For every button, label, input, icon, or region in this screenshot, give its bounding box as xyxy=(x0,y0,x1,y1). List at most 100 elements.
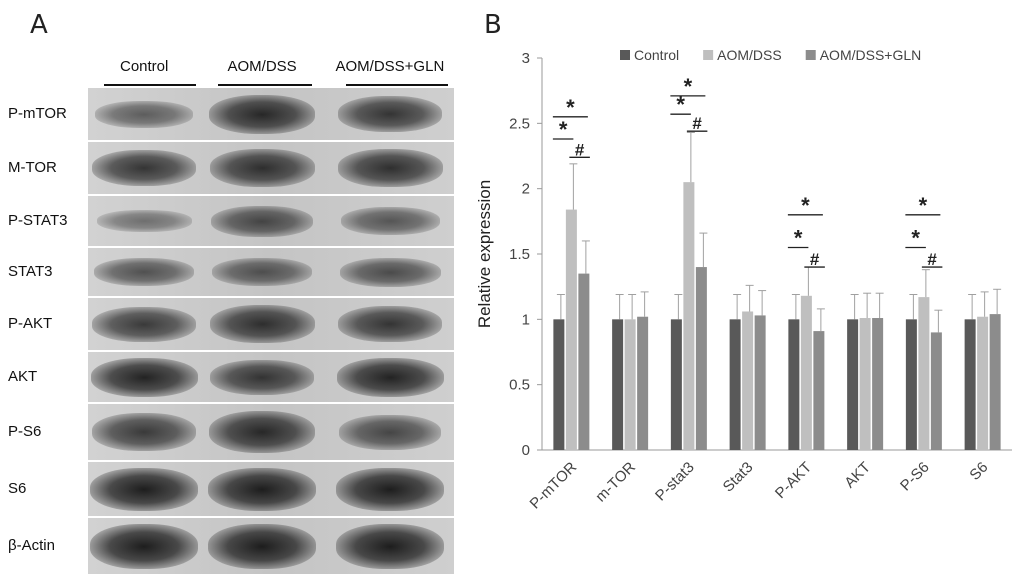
blot-strip xyxy=(88,88,454,140)
blot-band xyxy=(96,210,192,232)
blot-column-underline xyxy=(346,84,448,86)
significance-marker: * xyxy=(794,225,803,250)
blot-strip xyxy=(88,352,454,402)
significance-marker: * xyxy=(676,92,685,117)
significance-marker: * xyxy=(566,95,575,120)
bar xyxy=(695,267,707,450)
blot-row-label: STAT3 xyxy=(8,263,53,280)
bar xyxy=(553,319,565,450)
bar xyxy=(788,319,800,450)
blot-row-label: β-Actin xyxy=(8,537,55,554)
significance-marker: * xyxy=(559,117,568,142)
y-tick-label: 0 xyxy=(522,442,530,459)
blot-strip xyxy=(88,462,454,516)
bar xyxy=(905,319,917,450)
blot-band xyxy=(336,357,444,397)
bar xyxy=(918,297,930,450)
blot-band xyxy=(209,305,315,343)
significance-marker: * xyxy=(684,74,693,99)
blot-band xyxy=(210,359,314,395)
blot-band xyxy=(208,467,316,511)
blot-band xyxy=(92,413,196,451)
blot-band xyxy=(94,258,194,286)
blot-band xyxy=(336,467,444,511)
bar xyxy=(977,316,989,450)
panel-b-letter: B xyxy=(484,10,502,40)
x-tick-label: P-AKT xyxy=(772,459,815,502)
x-tick-label: Stat3 xyxy=(720,459,757,496)
blot-strip xyxy=(88,298,454,350)
blot-strip xyxy=(88,248,454,296)
blot-band xyxy=(338,96,442,132)
blot-band xyxy=(340,207,440,235)
bar xyxy=(637,316,649,450)
blot-row-label: P-S6 xyxy=(8,423,42,440)
bar xyxy=(872,318,884,450)
blot-strip xyxy=(88,142,454,194)
x-tick-label: P-mTOR xyxy=(527,459,581,513)
bar xyxy=(612,319,624,450)
bar xyxy=(847,319,859,450)
bar xyxy=(800,295,812,450)
bar xyxy=(578,273,590,450)
blot-band xyxy=(339,414,441,450)
blot-band xyxy=(339,257,441,287)
significance-marker: # xyxy=(692,114,702,133)
bar-chart: 0 0.5 1 1.5 2 2.5 3 Relative expression Control A… xyxy=(475,47,1012,513)
significance-marker: * xyxy=(911,225,920,250)
bar xyxy=(964,319,976,450)
blot-band xyxy=(92,306,196,342)
blot-row-label: P-AKT xyxy=(8,315,53,332)
significance-marker: * xyxy=(919,193,928,218)
bar xyxy=(624,319,636,450)
blot-row-label: P-STAT3 xyxy=(8,212,68,229)
blot-band xyxy=(209,149,315,187)
blot-column-header: AOM/DSS+GLN xyxy=(335,58,445,75)
bar xyxy=(683,182,695,450)
blot-band xyxy=(336,523,444,569)
blot-strip xyxy=(88,196,454,246)
blot-column-header: AOM/DSS xyxy=(227,58,297,75)
bar xyxy=(930,332,942,450)
blot-band xyxy=(208,523,316,569)
bar xyxy=(729,319,741,450)
y-tick-label: 2 xyxy=(522,181,530,198)
blot-column-underline xyxy=(218,84,312,86)
blot-band xyxy=(92,150,196,186)
blot-column-underline xyxy=(104,84,196,86)
significance-marker: # xyxy=(575,140,585,159)
blot-band xyxy=(338,306,442,342)
bar xyxy=(813,331,825,450)
blot-row-label: AKT xyxy=(8,368,38,385)
y-tick-label: 1 xyxy=(522,311,530,328)
bar xyxy=(989,314,1001,450)
significance-marker: # xyxy=(810,250,820,269)
blot-strip xyxy=(88,518,454,574)
bar xyxy=(754,315,766,450)
blot-column-header: Control xyxy=(120,58,169,75)
x-tick-label: S6 xyxy=(966,459,991,484)
bar xyxy=(670,319,682,450)
legend-swatch xyxy=(703,50,714,60)
blot-row-label: M-TOR xyxy=(8,159,57,176)
legend-swatch xyxy=(805,50,816,60)
y-axis-label: Relative expression xyxy=(475,180,494,328)
blot-band xyxy=(209,411,315,453)
bar xyxy=(565,209,577,450)
bar xyxy=(859,318,871,450)
blot-row-label: P-mTOR xyxy=(8,105,67,122)
y-tick-label: 2.5 xyxy=(509,115,530,132)
blot-band xyxy=(90,523,198,569)
x-tick-label: m-TOR xyxy=(592,459,639,506)
y-tick-label: 3 xyxy=(522,50,530,67)
bar xyxy=(742,311,754,450)
legend-label: AOM/DSS+GLN xyxy=(820,47,922,63)
blot-band xyxy=(211,205,313,237)
significance-marker: * xyxy=(801,193,810,218)
y-tick-label: 0.5 xyxy=(509,377,530,394)
blot-band xyxy=(212,258,312,286)
y-tick-label: 1.5 xyxy=(509,246,530,263)
blot-band xyxy=(337,149,443,187)
legend-swatch xyxy=(620,50,630,60)
blot-band xyxy=(95,100,193,128)
